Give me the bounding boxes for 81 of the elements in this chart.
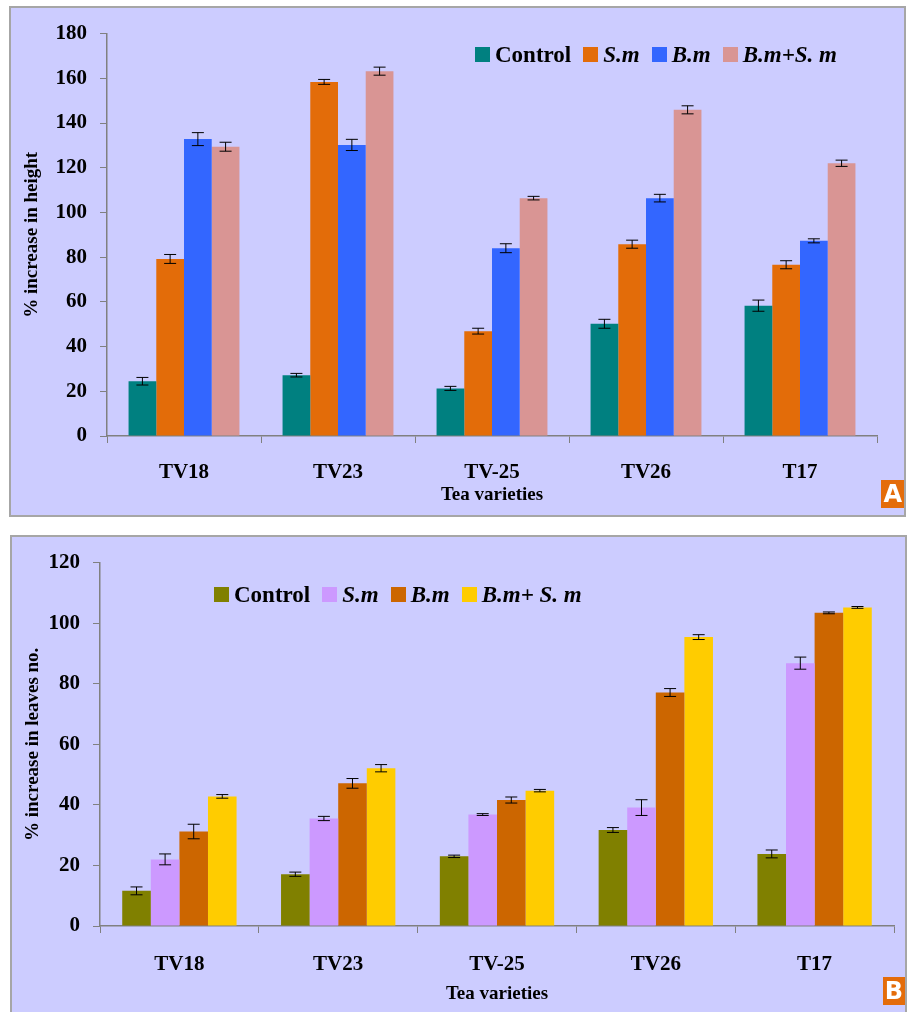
x-tick-label: TV26 xyxy=(620,459,672,484)
y-tick-label: 100 xyxy=(48,609,80,634)
y-tick-label: 0 xyxy=(76,422,87,447)
x-tick-label: T17 xyxy=(782,459,818,484)
bar xyxy=(590,323,619,436)
y-tick-label: 180 xyxy=(55,20,87,45)
y-tick-label: 40 xyxy=(59,791,80,816)
bar xyxy=(436,388,465,436)
bar xyxy=(464,331,492,436)
x-axis-title: Tea varieties xyxy=(445,981,549,1003)
y-tick-label: 120 xyxy=(48,549,80,574)
x-tick-label: TV18 xyxy=(154,951,205,976)
legend-label: Control xyxy=(234,581,311,608)
legend-label: S.m xyxy=(342,581,379,608)
x-tick-label: TV26 xyxy=(630,951,681,976)
legend-label: B.m xyxy=(410,581,450,608)
x-tick-label: TV23 xyxy=(313,951,364,976)
y-tick-label: 40 xyxy=(66,333,87,357)
x-tick-label: T17 xyxy=(797,951,833,976)
legend-label: B.m xyxy=(671,41,711,68)
bar xyxy=(128,381,157,436)
y-tick-label: 0 xyxy=(69,912,80,937)
y-tick-label: 80 xyxy=(66,243,87,268)
bar xyxy=(744,305,773,436)
bar xyxy=(525,790,555,926)
bar xyxy=(627,807,656,926)
bar xyxy=(184,139,212,436)
bar xyxy=(211,146,240,436)
x-axis-title: Tea varieties xyxy=(440,482,544,504)
y-tick-label: 120 xyxy=(55,154,87,179)
bar xyxy=(366,768,396,926)
bar xyxy=(282,375,311,436)
bar xyxy=(772,264,800,436)
y-axis-title: % increase in height xyxy=(20,151,42,318)
bar xyxy=(786,663,815,926)
legend-label: Control xyxy=(495,41,572,68)
bar xyxy=(800,240,828,436)
y-tick-label: 100 xyxy=(55,198,87,223)
y-tick-label: 140 xyxy=(55,109,87,134)
bar xyxy=(843,607,872,926)
x-tick-label: TV18 xyxy=(158,459,210,484)
legend-label: S.m xyxy=(603,41,640,68)
bar xyxy=(598,830,628,926)
bar xyxy=(179,831,208,926)
x-tick-label: TV23 xyxy=(312,459,364,484)
bar xyxy=(150,859,180,926)
y-tick-label: 20 xyxy=(59,851,80,876)
bar xyxy=(497,800,526,926)
bar xyxy=(281,874,310,926)
y-axis-title: % increase in leaves no. xyxy=(21,647,43,841)
bar xyxy=(814,612,844,926)
legend-label: B.m+S. m xyxy=(742,41,837,68)
y-tick-label: 60 xyxy=(59,730,80,755)
x-tick-label: TV-25 xyxy=(464,459,520,484)
legend-label: B.m+ S. m xyxy=(481,581,582,608)
bar xyxy=(655,692,685,926)
bar xyxy=(519,198,548,436)
bar xyxy=(646,198,674,436)
bar xyxy=(827,163,856,436)
bar xyxy=(492,248,520,436)
y-tick-label: 80 xyxy=(59,670,80,695)
bar xyxy=(365,71,394,436)
bar xyxy=(468,814,497,926)
bar xyxy=(156,258,184,436)
bar xyxy=(338,144,366,436)
text: A xyxy=(881,480,904,508)
bar xyxy=(673,109,702,436)
y-tick-label: 160 xyxy=(55,64,87,89)
bar xyxy=(439,856,469,926)
bar xyxy=(122,890,151,926)
y-tick-label: 60 xyxy=(66,288,87,313)
bar xyxy=(618,244,646,436)
bar xyxy=(338,783,367,926)
bar xyxy=(310,81,338,436)
bar xyxy=(207,796,237,926)
text: B xyxy=(882,977,905,1005)
bar xyxy=(757,853,787,926)
x-tick-label: TV-25 xyxy=(469,951,525,976)
bar xyxy=(684,637,713,926)
bar xyxy=(309,818,339,926)
y-tick-label: 20 xyxy=(66,377,87,402)
